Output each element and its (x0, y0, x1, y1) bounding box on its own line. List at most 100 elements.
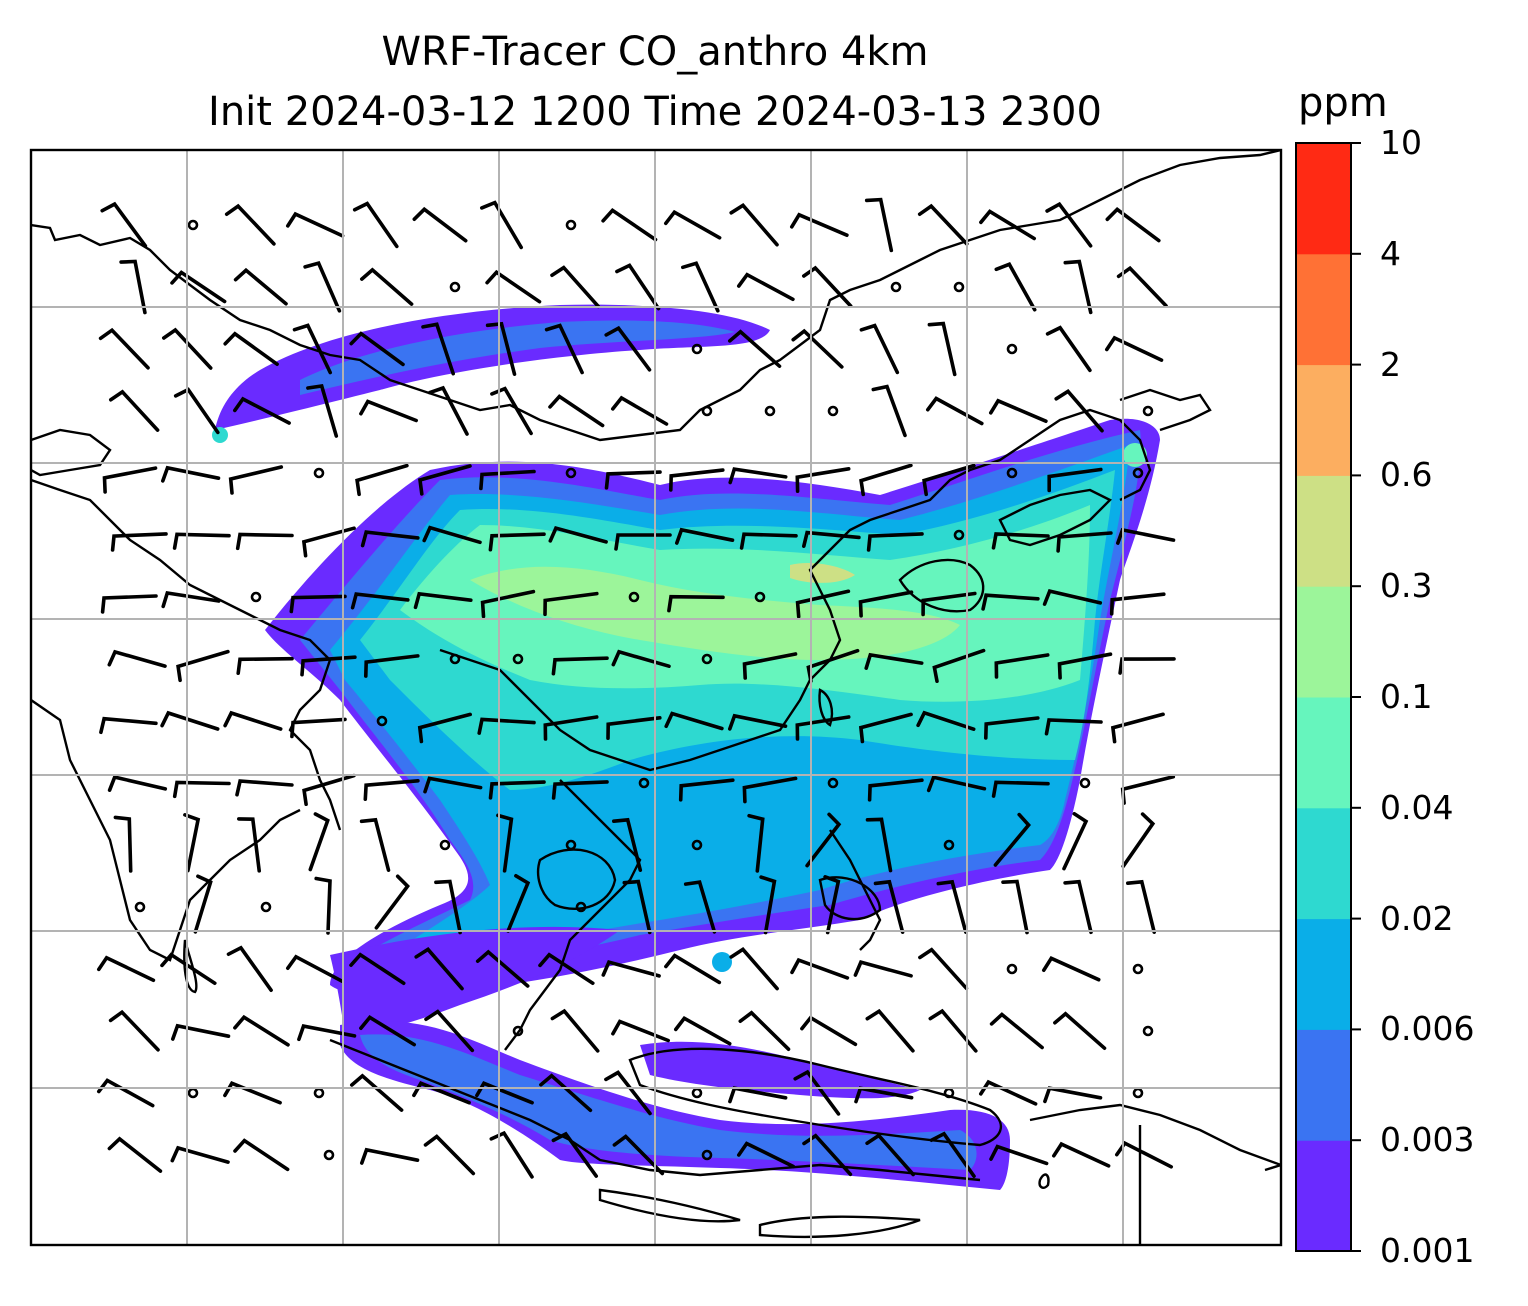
wind-barb (1042, 956, 1101, 982)
wind-barb (1044, 718, 1103, 736)
wind-barb (928, 1008, 978, 1053)
wind-barb (477, 717, 536, 735)
wind-barb (1057, 652, 1113, 680)
calm-wind-marker (701, 653, 713, 665)
wind-barb (612, 1134, 665, 1176)
wind-barb (1105, 207, 1161, 243)
wind-barb (113, 815, 133, 873)
calm-wind-marker (1142, 405, 1154, 417)
wind-barb (374, 874, 410, 930)
colorbar-segment (1296, 1140, 1351, 1252)
wind-barb (1121, 812, 1156, 869)
wind-barb (350, 1073, 404, 1112)
wind-barb (119, 259, 147, 315)
wind-barb (867, 778, 924, 802)
wind-barb (1115, 1140, 1173, 1169)
wind-barb (729, 947, 779, 991)
wind-barb (233, 1014, 290, 1047)
wind-barb (543, 715, 599, 741)
calm-wind-marker (827, 405, 839, 417)
wind-barb (979, 1079, 1038, 1106)
wind-barb (1042, 588, 1103, 606)
wind-barb (1116, 265, 1168, 308)
wind-barb (601, 959, 661, 978)
wind-barb (989, 1012, 1044, 1050)
colorbar-unit-label: ppm (1298, 80, 1388, 126)
wind-barb (790, 212, 849, 237)
colorbar-tick-label: 0.006 (1380, 1009, 1475, 1049)
calm-wind-marker (754, 591, 766, 603)
calm-wind-marker (943, 839, 955, 851)
wind-barb (306, 383, 339, 438)
colorbar-tick-label: 0.1 (1380, 677, 1433, 716)
calm-wind-marker (449, 281, 461, 293)
wind-barb (739, 532, 798, 550)
wind-barb (314, 876, 332, 935)
wind-barb (107, 1136, 163, 1173)
wind-barb (1118, 657, 1176, 675)
wind-barb (424, 1009, 475, 1053)
wind-barb (615, 263, 661, 311)
wind-barb (223, 331, 279, 366)
calm-wind-marker (565, 219, 577, 231)
wind-barb (601, 208, 658, 242)
wind-barb (795, 467, 851, 493)
wind-barb (612, 817, 643, 872)
wind-barb (286, 954, 344, 983)
calm-wind-marker (638, 777, 650, 789)
wind-barb (793, 1069, 841, 1116)
wind-barb (485, 269, 542, 304)
wind-barb (729, 202, 779, 247)
wind-barb (1045, 201, 1093, 248)
wind-barb (674, 1015, 732, 1046)
wind-barb (675, 527, 735, 545)
calm-wind-marker (512, 653, 524, 665)
wind-barb (490, 386, 533, 436)
calm-wind-marker (953, 529, 965, 541)
wind-barb (161, 590, 221, 609)
wind-barb (790, 957, 850, 980)
wind-barb (871, 384, 907, 438)
wind-barb (611, 649, 671, 668)
wind-barb (297, 1024, 357, 1042)
plume-spot (1123, 443, 1147, 467)
wind-barb (301, 526, 356, 558)
wind-barb (303, 261, 342, 313)
wind-barb (859, 323, 900, 375)
map-frame (29, 148, 1283, 1247)
calm-wind-marker (890, 281, 902, 293)
wind-barb (485, 321, 517, 376)
wind-barb (664, 711, 724, 731)
wind-barb (795, 715, 851, 741)
calm-wind-marker (701, 1149, 713, 1161)
calm-wind-marker (449, 653, 461, 665)
wind-barb (1043, 1086, 1103, 1104)
wind-barb (669, 468, 725, 492)
wind-barb (235, 532, 294, 551)
wind-barb (929, 1131, 976, 1178)
wind-barb (286, 211, 345, 238)
wind-barb (100, 201, 148, 248)
colorbar-tick-label: 4 (1380, 233, 1401, 273)
wind-barb (1054, 388, 1104, 433)
colorbar-frame (1295, 142, 1352, 1252)
wind-barb (223, 1081, 282, 1105)
colorbar-segment (1296, 475, 1351, 587)
wind-barb (728, 467, 788, 485)
wind-barb (412, 1081, 471, 1105)
wind-barb (664, 209, 722, 240)
wind-barb (979, 209, 1036, 241)
wind-barb (742, 652, 798, 680)
wind-barb (917, 203, 969, 246)
wind-barb (413, 591, 473, 610)
calm-wind-marker (439, 839, 451, 851)
calm-wind-marker (953, 281, 965, 293)
calm-wind-marker (691, 343, 703, 355)
wind-barb (921, 591, 977, 617)
wind-barb (548, 394, 605, 428)
wind-barb (823, 875, 841, 935)
wind-barb (681, 261, 720, 313)
wind-barb (228, 465, 284, 495)
wind-barb (98, 327, 150, 370)
wind-barb (506, 874, 531, 933)
